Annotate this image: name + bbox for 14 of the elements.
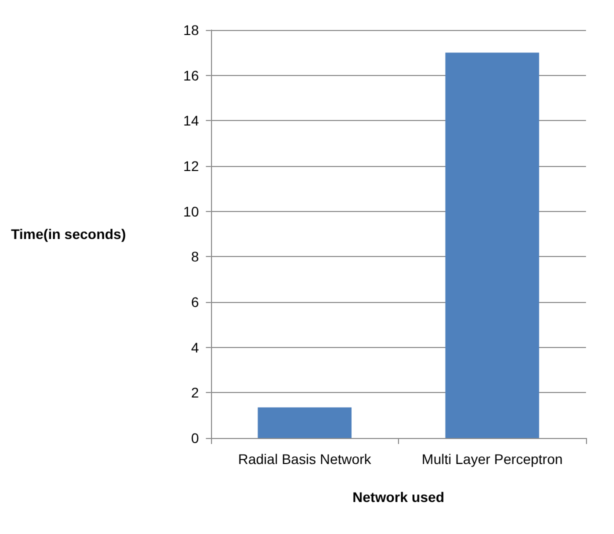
y-tick-label: 10 xyxy=(183,203,200,220)
x-tick-label: Radial Basis Network xyxy=(238,451,372,467)
y-tick-label: 14 xyxy=(183,112,200,129)
x-axis-title: Network used xyxy=(352,489,444,505)
y-tick-label: 12 xyxy=(183,158,200,174)
y-tick-label: 4 xyxy=(191,339,200,356)
x-tick-label: Multi Layer Perceptron xyxy=(422,451,563,467)
y-tick-label: 2 xyxy=(191,384,200,401)
y-tick-label: 6 xyxy=(191,294,200,310)
y-tick-label: 16 xyxy=(183,67,200,84)
y-axis-title: Time(in seconds) xyxy=(10,226,126,242)
y-tick-label: 8 xyxy=(191,248,200,265)
y-tick-label: 0 xyxy=(191,430,200,446)
y-tick-label: 18 xyxy=(183,22,200,38)
